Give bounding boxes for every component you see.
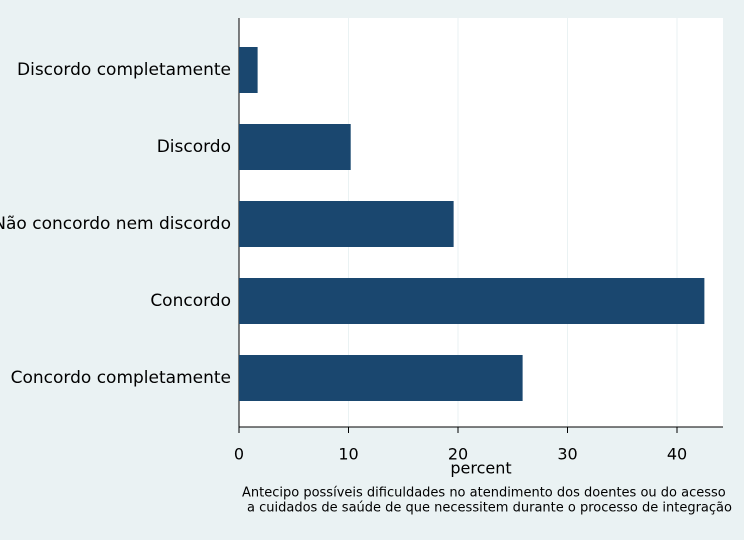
y-tick-label: Concordo <box>150 291 231 311</box>
y-tick-label: Não concordo nem discordo <box>0 214 231 234</box>
bar <box>239 201 454 247</box>
y-tick-label: Discordo <box>157 137 231 157</box>
x-tick-label: 30 <box>557 445 577 464</box>
bar <box>239 278 705 324</box>
x-tick-label: 20 <box>448 445 468 464</box>
bar <box>239 124 351 170</box>
bar <box>239 47 258 93</box>
caption-line: Antecipo possíveis dificuldades no atend… <box>242 486 726 501</box>
x-tick-label: 40 <box>667 445 687 464</box>
bar <box>239 355 523 401</box>
x-tick-label: 10 <box>338 445 358 464</box>
x-tick-label: 0 <box>234 445 244 464</box>
y-tick-label: Discordo completamente <box>17 60 231 80</box>
caption-line: a cuidados de saúde de que necessitem du… <box>247 501 732 516</box>
y-tick-label: Concordo completamente <box>11 368 231 388</box>
x-axis-label: percent <box>450 459 511 478</box>
